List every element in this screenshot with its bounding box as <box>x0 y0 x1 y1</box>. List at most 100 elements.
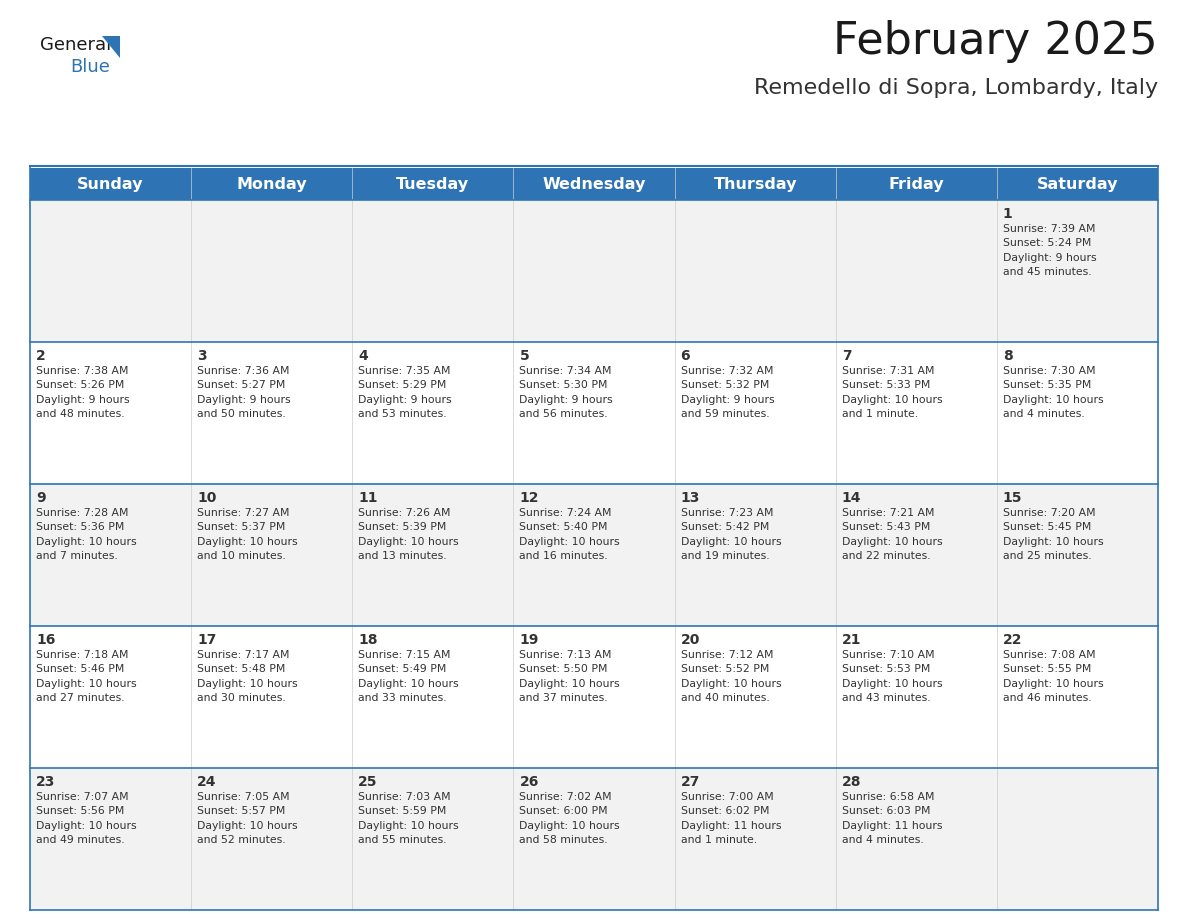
Text: Friday: Friday <box>889 176 944 192</box>
Text: 11: 11 <box>359 491 378 505</box>
Text: 19: 19 <box>519 633 539 647</box>
Bar <box>191 342 353 484</box>
Text: 17: 17 <box>197 633 216 647</box>
Text: Sunrise: 7:17 AM
Sunset: 5:48 PM
Daylight: 10 hours
and 30 minutes.: Sunrise: 7:17 AM Sunset: 5:48 PM Dayligh… <box>197 650 298 703</box>
Text: Sunrise: 7:21 AM
Sunset: 5:43 PM
Daylight: 10 hours
and 22 minutes.: Sunrise: 7:21 AM Sunset: 5:43 PM Dayligh… <box>842 508 942 561</box>
Text: Thursday: Thursday <box>713 176 797 192</box>
Bar <box>675 342 835 484</box>
Text: 23: 23 <box>36 775 56 789</box>
Text: 13: 13 <box>681 491 700 505</box>
Bar <box>675 484 835 626</box>
Text: 12: 12 <box>519 491 539 505</box>
Text: Sunrise: 7:00 AM
Sunset: 6:02 PM
Daylight: 11 hours
and 1 minute.: Sunrise: 7:00 AM Sunset: 6:02 PM Dayligh… <box>681 792 781 845</box>
Text: Sunrise: 7:02 AM
Sunset: 6:00 PM
Daylight: 10 hours
and 58 minutes.: Sunrise: 7:02 AM Sunset: 6:00 PM Dayligh… <box>519 792 620 845</box>
Text: 20: 20 <box>681 633 700 647</box>
Text: 10: 10 <box>197 491 216 505</box>
Text: 16: 16 <box>36 633 56 647</box>
Bar <box>835 200 997 342</box>
Text: General: General <box>40 36 112 54</box>
Text: 15: 15 <box>1003 491 1023 505</box>
Text: 28: 28 <box>842 775 861 789</box>
Text: 22: 22 <box>1003 633 1023 647</box>
Polygon shape <box>102 36 120 58</box>
Bar <box>30 168 1158 200</box>
Text: Sunrise: 7:20 AM
Sunset: 5:45 PM
Daylight: 10 hours
and 25 minutes.: Sunrise: 7:20 AM Sunset: 5:45 PM Dayligh… <box>1003 508 1104 561</box>
Text: Sunrise: 7:27 AM
Sunset: 5:37 PM
Daylight: 10 hours
and 10 minutes.: Sunrise: 7:27 AM Sunset: 5:37 PM Dayligh… <box>197 508 298 561</box>
Text: 4: 4 <box>359 349 368 363</box>
Text: 14: 14 <box>842 491 861 505</box>
Text: 27: 27 <box>681 775 700 789</box>
Bar <box>835 484 997 626</box>
Text: 7: 7 <box>842 349 852 363</box>
Text: Sunrise: 7:39 AM
Sunset: 5:24 PM
Daylight: 9 hours
and 45 minutes.: Sunrise: 7:39 AM Sunset: 5:24 PM Dayligh… <box>1003 224 1097 277</box>
Text: Sunrise: 7:26 AM
Sunset: 5:39 PM
Daylight: 10 hours
and 13 minutes.: Sunrise: 7:26 AM Sunset: 5:39 PM Dayligh… <box>359 508 459 561</box>
Bar <box>353 626 513 768</box>
Bar <box>835 626 997 768</box>
Bar <box>513 200 675 342</box>
Text: 8: 8 <box>1003 349 1012 363</box>
Bar <box>835 768 997 910</box>
Text: 6: 6 <box>681 349 690 363</box>
Text: Sunrise: 7:12 AM
Sunset: 5:52 PM
Daylight: 10 hours
and 40 minutes.: Sunrise: 7:12 AM Sunset: 5:52 PM Dayligh… <box>681 650 782 703</box>
Text: Sunrise: 7:35 AM
Sunset: 5:29 PM
Daylight: 9 hours
and 53 minutes.: Sunrise: 7:35 AM Sunset: 5:29 PM Dayligh… <box>359 366 451 420</box>
Text: 26: 26 <box>519 775 539 789</box>
Bar <box>675 768 835 910</box>
Bar <box>997 342 1158 484</box>
Text: Saturday: Saturday <box>1037 176 1118 192</box>
Text: Sunrise: 7:30 AM
Sunset: 5:35 PM
Daylight: 10 hours
and 4 minutes.: Sunrise: 7:30 AM Sunset: 5:35 PM Dayligh… <box>1003 366 1104 420</box>
Text: Sunrise: 7:07 AM
Sunset: 5:56 PM
Daylight: 10 hours
and 49 minutes.: Sunrise: 7:07 AM Sunset: 5:56 PM Dayligh… <box>36 792 137 845</box>
Text: Sunrise: 7:32 AM
Sunset: 5:32 PM
Daylight: 9 hours
and 59 minutes.: Sunrise: 7:32 AM Sunset: 5:32 PM Dayligh… <box>681 366 775 420</box>
Text: Sunrise: 7:23 AM
Sunset: 5:42 PM
Daylight: 10 hours
and 19 minutes.: Sunrise: 7:23 AM Sunset: 5:42 PM Dayligh… <box>681 508 782 561</box>
Bar <box>835 342 997 484</box>
Text: Sunrise: 7:10 AM
Sunset: 5:53 PM
Daylight: 10 hours
and 43 minutes.: Sunrise: 7:10 AM Sunset: 5:53 PM Dayligh… <box>842 650 942 703</box>
Bar <box>30 342 191 484</box>
Bar <box>30 626 191 768</box>
Text: Remedello di Sopra, Lombardy, Italy: Remedello di Sopra, Lombardy, Italy <box>754 78 1158 98</box>
Text: Sunrise: 7:08 AM
Sunset: 5:55 PM
Daylight: 10 hours
and 46 minutes.: Sunrise: 7:08 AM Sunset: 5:55 PM Dayligh… <box>1003 650 1104 703</box>
Bar <box>997 626 1158 768</box>
Text: Sunrise: 7:18 AM
Sunset: 5:46 PM
Daylight: 10 hours
and 27 minutes.: Sunrise: 7:18 AM Sunset: 5:46 PM Dayligh… <box>36 650 137 703</box>
Text: Sunrise: 7:15 AM
Sunset: 5:49 PM
Daylight: 10 hours
and 33 minutes.: Sunrise: 7:15 AM Sunset: 5:49 PM Dayligh… <box>359 650 459 703</box>
Bar <box>997 768 1158 910</box>
Text: Monday: Monday <box>236 176 307 192</box>
Bar <box>675 200 835 342</box>
Text: 2: 2 <box>36 349 46 363</box>
Text: Sunrise: 7:03 AM
Sunset: 5:59 PM
Daylight: 10 hours
and 55 minutes.: Sunrise: 7:03 AM Sunset: 5:59 PM Dayligh… <box>359 792 459 845</box>
Text: Wednesday: Wednesday <box>542 176 646 192</box>
Bar <box>191 484 353 626</box>
Bar <box>513 768 675 910</box>
Bar <box>191 200 353 342</box>
Text: Sunrise: 7:24 AM
Sunset: 5:40 PM
Daylight: 10 hours
and 16 minutes.: Sunrise: 7:24 AM Sunset: 5:40 PM Dayligh… <box>519 508 620 561</box>
Bar <box>353 768 513 910</box>
Bar <box>997 484 1158 626</box>
Bar <box>353 484 513 626</box>
Text: Sunrise: 7:38 AM
Sunset: 5:26 PM
Daylight: 9 hours
and 48 minutes.: Sunrise: 7:38 AM Sunset: 5:26 PM Dayligh… <box>36 366 129 420</box>
Bar <box>513 484 675 626</box>
Text: 25: 25 <box>359 775 378 789</box>
Text: Sunrise: 6:58 AM
Sunset: 6:03 PM
Daylight: 11 hours
and 4 minutes.: Sunrise: 6:58 AM Sunset: 6:03 PM Dayligh… <box>842 792 942 845</box>
Text: 18: 18 <box>359 633 378 647</box>
Text: Sunrise: 7:36 AM
Sunset: 5:27 PM
Daylight: 9 hours
and 50 minutes.: Sunrise: 7:36 AM Sunset: 5:27 PM Dayligh… <box>197 366 291 420</box>
Bar <box>30 200 191 342</box>
Text: 5: 5 <box>519 349 529 363</box>
Bar <box>997 200 1158 342</box>
Text: 9: 9 <box>36 491 45 505</box>
Text: 21: 21 <box>842 633 861 647</box>
Text: Blue: Blue <box>70 58 109 76</box>
Text: Sunrise: 7:31 AM
Sunset: 5:33 PM
Daylight: 10 hours
and 1 minute.: Sunrise: 7:31 AM Sunset: 5:33 PM Dayligh… <box>842 366 942 420</box>
Bar <box>353 200 513 342</box>
Text: 3: 3 <box>197 349 207 363</box>
Text: Sunrise: 7:28 AM
Sunset: 5:36 PM
Daylight: 10 hours
and 7 minutes.: Sunrise: 7:28 AM Sunset: 5:36 PM Dayligh… <box>36 508 137 561</box>
Bar <box>513 626 675 768</box>
Text: Sunrise: 7:05 AM
Sunset: 5:57 PM
Daylight: 10 hours
and 52 minutes.: Sunrise: 7:05 AM Sunset: 5:57 PM Dayligh… <box>197 792 298 845</box>
Text: 1: 1 <box>1003 207 1012 221</box>
Bar <box>675 626 835 768</box>
Text: Sunday: Sunday <box>77 176 144 192</box>
Text: Tuesday: Tuesday <box>397 176 469 192</box>
Bar <box>191 626 353 768</box>
Bar <box>30 484 191 626</box>
Bar <box>191 768 353 910</box>
Bar <box>353 342 513 484</box>
Bar <box>513 342 675 484</box>
Bar <box>30 768 191 910</box>
